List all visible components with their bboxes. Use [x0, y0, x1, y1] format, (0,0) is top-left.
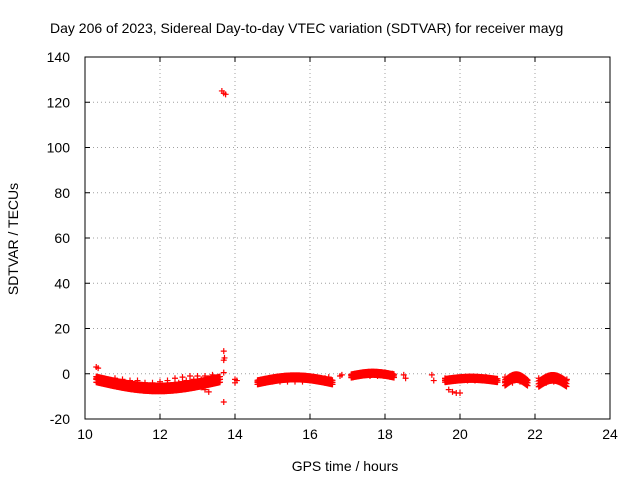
data-point — [220, 348, 227, 355]
x-tick-label: 12 — [152, 426, 168, 442]
data-point — [524, 376, 531, 383]
data-point — [430, 377, 437, 384]
data-point — [222, 91, 229, 98]
y-tick-label: 40 — [54, 275, 70, 291]
x-tick-label: 22 — [527, 426, 543, 442]
x-tick-label: 18 — [377, 426, 393, 442]
x-tick-label: 24 — [602, 426, 618, 442]
data-point — [220, 369, 227, 376]
data-point — [232, 379, 238, 386]
plot-frame — [84, 56, 611, 420]
x-tick-label: 14 — [227, 426, 243, 442]
data-point — [338, 371, 345, 378]
data-point — [445, 386, 452, 393]
x-tick-label: 16 — [302, 426, 318, 442]
data-point — [172, 375, 178, 382]
data-points-layer — [93, 87, 570, 406]
y-tick-label: 100 — [47, 140, 71, 156]
y-axis-label: SDTVAR / TECUs — [5, 183, 21, 295]
data-point — [217, 373, 223, 380]
data-point — [194, 373, 201, 380]
data-point — [391, 371, 397, 378]
data-point — [329, 377, 336, 384]
y-tick-label: 80 — [54, 185, 70, 201]
y-tick-label: -20 — [50, 411, 70, 427]
data-point — [402, 375, 409, 382]
data-point — [187, 373, 193, 380]
x-axis-label: GPS time / hours — [292, 458, 399, 474]
x-tick-label: 10 — [77, 426, 93, 442]
data-point — [428, 371, 435, 378]
data-point — [179, 374, 186, 381]
data-point — [220, 399, 227, 406]
x-tick-label: 20 — [452, 426, 468, 442]
data-point — [220, 357, 227, 364]
y-tick-label: 140 — [47, 49, 71, 65]
ticks-layer: 10 12 14 16 18 20 22 24 -20 0 20 40 60 80 100 120 140 — [47, 49, 618, 442]
data-point — [494, 375, 501, 382]
y-tick-label: 20 — [54, 321, 70, 337]
data-point — [205, 388, 212, 395]
data-point — [457, 389, 463, 396]
grid-layer — [85, 57, 610, 419]
data-point — [95, 365, 102, 372]
chart-title: Day 206 of 2023, Sidereal Day-to-day VTE… — [50, 20, 563, 36]
data-point — [400, 371, 407, 378]
data-point — [563, 377, 570, 384]
data-point — [449, 388, 456, 395]
y-tick-label: 0 — [62, 366, 70, 382]
y-tick-label: 120 — [47, 94, 71, 110]
y-tick-label: 60 — [54, 230, 70, 246]
